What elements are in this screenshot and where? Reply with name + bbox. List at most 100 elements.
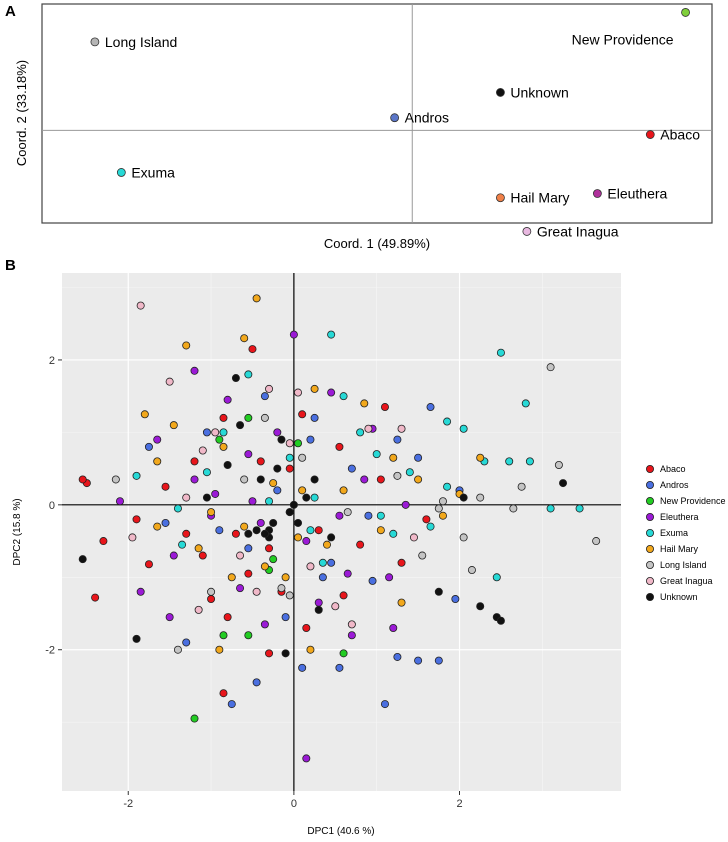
panel-b-point-great-inagua [265,384,274,393]
panel-b-point-great-inagua [409,533,418,542]
panel-a-point-great-inagua [522,227,532,236]
panel-b-point-andros [414,453,423,462]
panel-b-point-abaco [339,591,348,600]
panel-b-x-axis-label: DPC1 (40.6 %) [307,826,374,837]
panel-b-point-abaco [356,540,365,549]
panel-b-point-long-island [277,584,286,593]
panel-a-point-new-providence [681,8,690,17]
panel-a-point-abaco [645,130,655,139]
legend-swatch-abaco [646,464,655,473]
panel-b-point-unknown [260,529,269,538]
panel-b-point-long-island [546,363,555,372]
panel-b-point-long-island [509,504,518,513]
panel-b-point-long-island [517,482,526,491]
panel-a-point-long-island [90,37,100,47]
panel-b-point-abaco [298,410,307,419]
panel-b-point-eleuthera [136,587,145,596]
panel-b-point-eleuthera [256,518,265,527]
panel-b-point-exuma [525,457,534,466]
panel-b-point-great-inagua [347,620,356,629]
panel-b-point-great-inagua [136,301,145,310]
panel-b-point-eleuthera [190,475,199,484]
panel-b-point-abaco [161,482,170,491]
panel-b-point-eleuthera [244,450,253,459]
panel-b-y-axis-label: DPC2 (15.8 %) [12,498,23,565]
panel-b-x-tick-label: -2 [123,798,133,810]
panel-b-point-exuma [339,392,348,401]
legend-label-andros: Andros [660,480,689,490]
panel-b-point-eleuthera [302,537,311,546]
panel-b-point-exuma [244,370,253,379]
panel-b-point-eleuthera [302,754,311,763]
panel-b-point-great-inagua [128,533,137,542]
panel-b-point-unknown [273,464,282,473]
panel-b-point-long-island [240,475,249,484]
panel-b-point-hail-mary [339,486,348,495]
panel-b-point-abaco [91,593,100,602]
panel-b-point-andros [393,435,402,444]
panel-b-point-abaco [144,560,153,569]
panel-b-point-new-providence [219,631,228,640]
panel-b-point-long-island [343,508,352,517]
legend-label-abaco: Abaco [660,464,686,474]
panel-a-label-andros: Andros [405,110,449,126]
panel-b-point-andros [393,652,402,661]
panel-b-point-abaco [314,526,323,535]
panel-b-point-long-island [592,537,601,546]
panel-b-point-exuma [132,471,141,480]
panel-b-point-long-island [467,566,476,575]
legend-label-exuma: Exuma [660,528,688,538]
panel-b-point-exuma [492,573,501,582]
panel-b-plot: -2 0 2 -2 0 2 [45,273,621,810]
panel-a-label-abaco: Abaco [660,127,700,143]
panel-b-point-hail-mary [227,573,236,582]
panel-b-point-great-inagua [364,424,373,433]
panel-b-point-andros [310,413,319,422]
panel-b-point-new-providence [215,435,224,444]
panel-b-point-long-island [438,497,447,506]
panel-a-label-exuma: Exuma [131,164,175,180]
panel-b-point-long-island [434,504,443,513]
panel-b-point-unknown [231,374,240,383]
panel-b-point-abaco [231,529,240,538]
panel-a-label-eleuthera: Eleuthera [607,186,667,202]
legend-label-great-inagua: Great Inagua [660,576,713,586]
panel-b-point-andros [347,464,356,473]
panel-b-point-hail-mary [476,453,485,462]
panel-b-point-unknown [294,518,303,527]
panel-a-label-new-providence: New Providence [572,31,674,47]
panel-b-point-eleuthera [165,613,174,622]
panel-b-point-abaco [335,442,344,451]
panel-b-point-hail-mary [294,533,303,542]
panel-b-point-unknown [434,587,443,596]
panel-b-point-andros [182,638,191,647]
panel-b-point-eleuthera [289,330,298,339]
panel-a-label-great-inagua: Great Inagua [537,223,619,239]
panel-b-point-hail-mary [376,526,385,535]
panel-b-point-unknown [202,493,211,502]
legend-swatch-long-island [646,561,655,570]
panel-b-point-eleuthera [335,511,344,520]
panel-b-point-eleuthera [115,497,124,506]
panel-b-point-abaco [182,529,191,538]
panel-b-point-new-providence [190,714,199,723]
panel-b-point-exuma [546,504,555,513]
panel-b-point-unknown [310,475,319,484]
panel-b-point-great-inagua [331,602,340,611]
panel-b-point-long-island [418,551,427,560]
panel-b-point-andros [273,486,282,495]
panel-a-x-axis-label: Coord. 1 (49.89%) [324,236,430,251]
panel-b-point-abaco [265,649,274,658]
panel-b-point-exuma [505,457,514,466]
panel-b-point-great-inagua [194,605,203,614]
panel-b-point-andros [260,392,269,401]
panel-a-point-hail-mary [496,193,505,203]
panel-a-point-eleuthera [592,189,602,198]
panel-b-point-abaco [219,413,228,422]
panel-b-point-unknown [281,649,290,658]
panel-b-point-long-island [285,591,294,600]
panel-b-point-new-providence [244,413,253,422]
panel-b-point-hail-mary [207,508,216,517]
panel-b-point-abaco [285,464,294,473]
